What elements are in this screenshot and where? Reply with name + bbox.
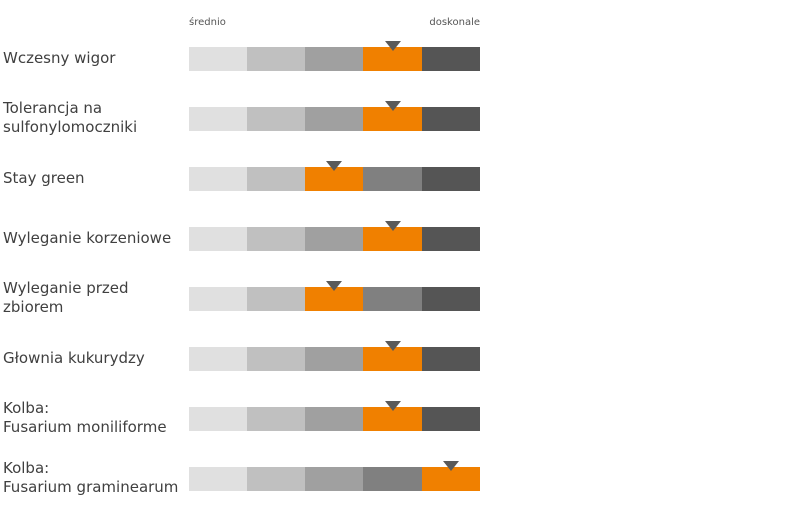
- trait-row: Wyleganie przed zbiorem: [0, 279, 800, 347]
- trait-label: Kolba: Fusarium moniliforme: [3, 399, 167, 436]
- rating-segment: [189, 107, 247, 131]
- trait-row: Stay green: [0, 161, 800, 227]
- rating-segment: [305, 47, 363, 71]
- trait-label: Wyleganie korzeniowe: [3, 229, 172, 247]
- trait-label: Wyleganie przed zbiorem: [3, 279, 129, 316]
- rating-segment: [363, 167, 422, 191]
- rating-segment: [189, 347, 247, 371]
- rating-segment: [363, 47, 422, 71]
- trait-label: Głownia kukurydzy: [3, 349, 145, 367]
- rating-segment: [305, 227, 363, 251]
- rating-segment: [363, 107, 422, 131]
- rating-segment: [363, 347, 422, 371]
- rating-segment: [305, 347, 363, 371]
- rating-segment: [363, 467, 422, 491]
- rating-bar: [189, 41, 480, 71]
- rating-segment: [363, 287, 422, 311]
- rating-segment: [247, 347, 305, 371]
- scale-low-label: średnio: [189, 17, 226, 28]
- rating-segment: [422, 167, 480, 191]
- rating-segment: [189, 227, 247, 251]
- rating-segment: [305, 287, 363, 311]
- trait-label: Kolba: Fusarium graminearum: [3, 459, 179, 496]
- rating-segment: [189, 287, 247, 311]
- rating-bar: [189, 221, 480, 251]
- rating-segment: [305, 167, 363, 191]
- rating-segment: [422, 287, 480, 311]
- rating-segment: [189, 167, 247, 191]
- trait-row: Wczesny wigor: [0, 41, 800, 107]
- rating-segment: [363, 407, 422, 431]
- rating-segment: [247, 287, 305, 311]
- rating-segment: [247, 47, 305, 71]
- rating-bar: [189, 401, 480, 431]
- rating-marker-icon: [384, 101, 401, 111]
- rating-segment: [305, 467, 363, 491]
- rating-segment: [189, 407, 247, 431]
- trait-label: Tolerancja na sulfonylomoczniki: [3, 99, 138, 136]
- trait-row: Tolerancja na sulfonylomoczniki: [0, 99, 800, 167]
- rating-segment: [363, 227, 422, 251]
- rating-segment: [189, 467, 247, 491]
- scale-high-label: doskonale: [429, 17, 480, 28]
- rating-segment: [247, 167, 305, 191]
- rating-marker-icon: [443, 461, 459, 471]
- rating-segment: [422, 407, 480, 431]
- rating-marker-icon: [384, 401, 401, 411]
- trait-row: Wyleganie korzeniowe: [0, 221, 800, 287]
- rating-segment: [305, 107, 363, 131]
- rating-marker-icon: [326, 161, 342, 171]
- trait-row: Głownia kukurydzy: [0, 341, 800, 407]
- rating-marker-icon: [384, 341, 401, 351]
- trait-label: Stay green: [3, 169, 85, 187]
- trait-row: Kolba: Fusarium moniliforme: [0, 399, 800, 467]
- rating-segment: [247, 107, 305, 131]
- rating-segment: [422, 227, 480, 251]
- rating-bar: [189, 461, 480, 491]
- trait-label: Wczesny wigor: [3, 49, 116, 67]
- rating-bar: [189, 281, 480, 311]
- rating-bar: [189, 341, 480, 371]
- rating-segment: [247, 407, 305, 431]
- rating-segment: [422, 347, 480, 371]
- rating-segment: [189, 47, 247, 71]
- rating-marker-icon: [326, 281, 342, 291]
- rating-segment: [247, 467, 305, 491]
- rating-marker-icon: [384, 221, 401, 231]
- trait-row: Kolba: Fusarium graminearum: [0, 459, 800, 527]
- rating-segment: [247, 227, 305, 251]
- rating-marker-icon: [384, 41, 401, 51]
- rating-segment: [422, 47, 480, 71]
- rating-segment: [305, 407, 363, 431]
- rating-bar: [189, 161, 480, 191]
- rating-segment: [422, 467, 480, 491]
- rating-segment: [422, 107, 480, 131]
- rating-bar: [189, 101, 480, 131]
